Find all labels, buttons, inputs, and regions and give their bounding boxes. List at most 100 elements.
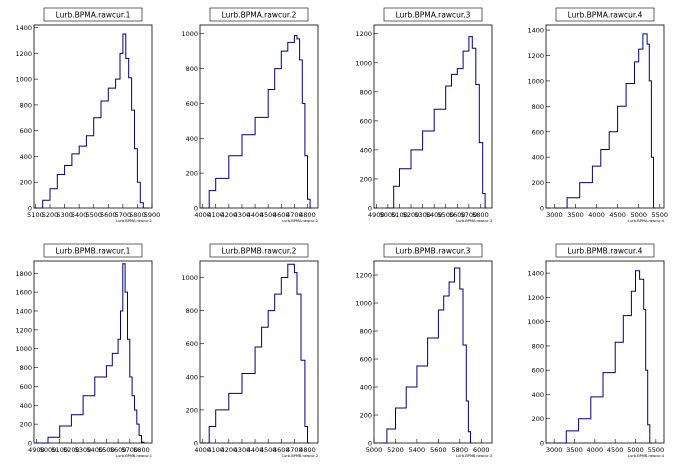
y-tick-label: 1600 — [15, 289, 32, 297]
histogram-panel-2: Lurb.BPMA.rawcur.20200400600800100040004… — [181, 7, 319, 223]
histogram-panel-1: Lurb.BPMA.rawcur.1 0 200 400 600 800 1000 1200 1… — [15, 7, 160, 223]
x-tick-label: 4100 — [207, 211, 224, 219]
x-tick-label: 3000 — [546, 446, 563, 454]
x-tick-label: 5100 — [391, 211, 408, 219]
x-axis-label: Lurb.BPMA.rawcur.2 — [282, 219, 318, 223]
y-tick-label: 200 — [360, 175, 372, 183]
x-tick-label: 5300 — [414, 211, 431, 219]
x-tick-label: 5000 — [40, 446, 57, 454]
x-tick-label: 5000 — [366, 446, 383, 454]
x-tick-label: 5500 — [437, 211, 454, 219]
x-axis-label: Lurb.BPMB.rawcur.3 — [456, 454, 492, 458]
histogram-series — [385, 36, 488, 209]
y-tick-label: 1200 — [355, 30, 372, 38]
y-tick-label: 600 — [20, 383, 32, 391]
y-tick-label: 600 — [186, 340, 198, 348]
x-tick-label: 5800 — [472, 211, 489, 219]
plot-frame — [373, 24, 493, 209]
y-tick-label: 600 — [360, 356, 372, 364]
y-tick-label: 1000 — [15, 345, 32, 353]
x-tick-label: 3000 — [546, 211, 563, 219]
x-tick-label: 5500 — [85, 211, 102, 219]
y-tick-label: 0 — [28, 205, 32, 213]
x-tick-label: 5400 — [86, 446, 103, 454]
y-tick-label: 0 — [540, 440, 544, 448]
x-tick-label: 5100 — [27, 211, 44, 219]
x-tick-label: 5600 — [110, 446, 127, 454]
x-tick-label: 5700 — [461, 211, 478, 219]
y-tick-label: 0 — [368, 205, 372, 213]
x-tick-label: 4800 — [299, 211, 316, 219]
x-tick-label: 4700 — [286, 211, 303, 219]
x-tick-label: 5300 — [56, 211, 73, 219]
y-tick-label: 0 — [194, 205, 198, 213]
plot-frame — [545, 260, 665, 444]
y-tick-label: 1000 — [355, 300, 372, 308]
y-tick-label: 600 — [532, 367, 544, 375]
histogram-panel-7: Lurb.BPMB.rawcur.3 0 200 400 600 800 1000 1200 5… — [355, 243, 493, 458]
x-tick-label: 5300 — [75, 446, 92, 454]
panel-title-box — [43, 243, 143, 258]
y-tick-label: 400 — [20, 402, 32, 410]
y-tick-label: 200 — [532, 179, 544, 187]
x-tick-label: 4900 — [368, 211, 385, 219]
y-tick-label: 1000 — [15, 76, 32, 84]
y-tick-label: 400 — [532, 154, 544, 162]
y-tick-label: 200 — [186, 406, 198, 414]
y-tick-label: 400 — [360, 384, 372, 392]
y-tick-label: 400 — [186, 373, 198, 381]
y-tick-label: 800 — [360, 328, 372, 336]
panel-title: Lurb.BPMA.rawcur.1 — [56, 11, 131, 20]
plot-frame — [33, 24, 153, 209]
x-axis-label: Lurb.BPMB.rawcur.2 — [282, 454, 318, 458]
x-tick-label: 4000 — [588, 211, 605, 219]
x-tick-label: 4900 — [28, 446, 45, 454]
x-tick-label: 3500 — [567, 211, 584, 219]
x-tick-label: 4400 — [247, 446, 264, 454]
histogram-panel-6: Lurb.BPMB.rawcur.20200400600800100040004… — [181, 243, 319, 458]
y-tick-label: 1000 — [181, 274, 198, 282]
x-tick-label: 5400 — [426, 211, 443, 219]
x-tick-label: 5000 — [627, 446, 644, 454]
x-axis-label: Lurb.BPMA.rawcur.1 — [116, 219, 152, 223]
y-tick-label: 200 — [20, 179, 32, 187]
y-tick-label: 200 — [532, 415, 544, 423]
y-tick-label: 600 — [186, 100, 198, 108]
histogram-series — [35, 33, 149, 209]
y-tick-label: 400 — [20, 153, 32, 161]
x-tick-label: 4300 — [234, 446, 251, 454]
histogram-panel-8: Lurb.BPMB.rawcur.4 0 200 400 600 800 1000 1200 1… — [527, 243, 665, 458]
x-tick-label: 5800 — [129, 211, 146, 219]
plot-frame — [373, 260, 493, 444]
y-tick-label: 0 — [368, 440, 372, 448]
y-tick-label: 400 — [186, 135, 198, 143]
y-tick-label: 1000 — [355, 59, 372, 67]
x-tick-label: 4500 — [260, 446, 277, 454]
y-tick-label: 800 — [532, 103, 544, 111]
y-tick-label: 1200 — [15, 326, 32, 334]
y-tick-label: 200 — [20, 421, 32, 429]
x-tick-label: 4300 — [234, 211, 251, 219]
x-tick-label: 5700 — [115, 211, 132, 219]
x-tick-label: 5800 — [452, 446, 469, 454]
panel-title-box — [555, 243, 655, 258]
y-tick-label: 1800 — [15, 270, 32, 278]
y-tick-label: 600 — [20, 127, 32, 135]
x-tick-label: 5600 — [430, 446, 447, 454]
x-tick-label: 5200 — [63, 446, 80, 454]
histogram-series — [380, 267, 473, 444]
x-tick-label: 4600 — [273, 446, 290, 454]
y-tick-label: 0 — [194, 440, 198, 448]
y-tick-label: 400 — [360, 146, 372, 154]
x-tick-label: 5500 — [98, 446, 115, 454]
x-axis-label: Lurb.BPMA.rawcur.4 — [628, 219, 665, 223]
y-tick-label: 600 — [360, 117, 372, 125]
y-tick-label: 1000 — [181, 30, 198, 38]
x-tick-label: 4600 — [273, 211, 290, 219]
histogram-series — [554, 33, 656, 209]
x-tick-label: 5000 — [630, 211, 647, 219]
plot-frame — [199, 260, 319, 444]
y-tick-label: 200 — [360, 412, 372, 420]
plot-frame — [545, 24, 665, 209]
y-tick-label: 0 — [28, 440, 32, 448]
